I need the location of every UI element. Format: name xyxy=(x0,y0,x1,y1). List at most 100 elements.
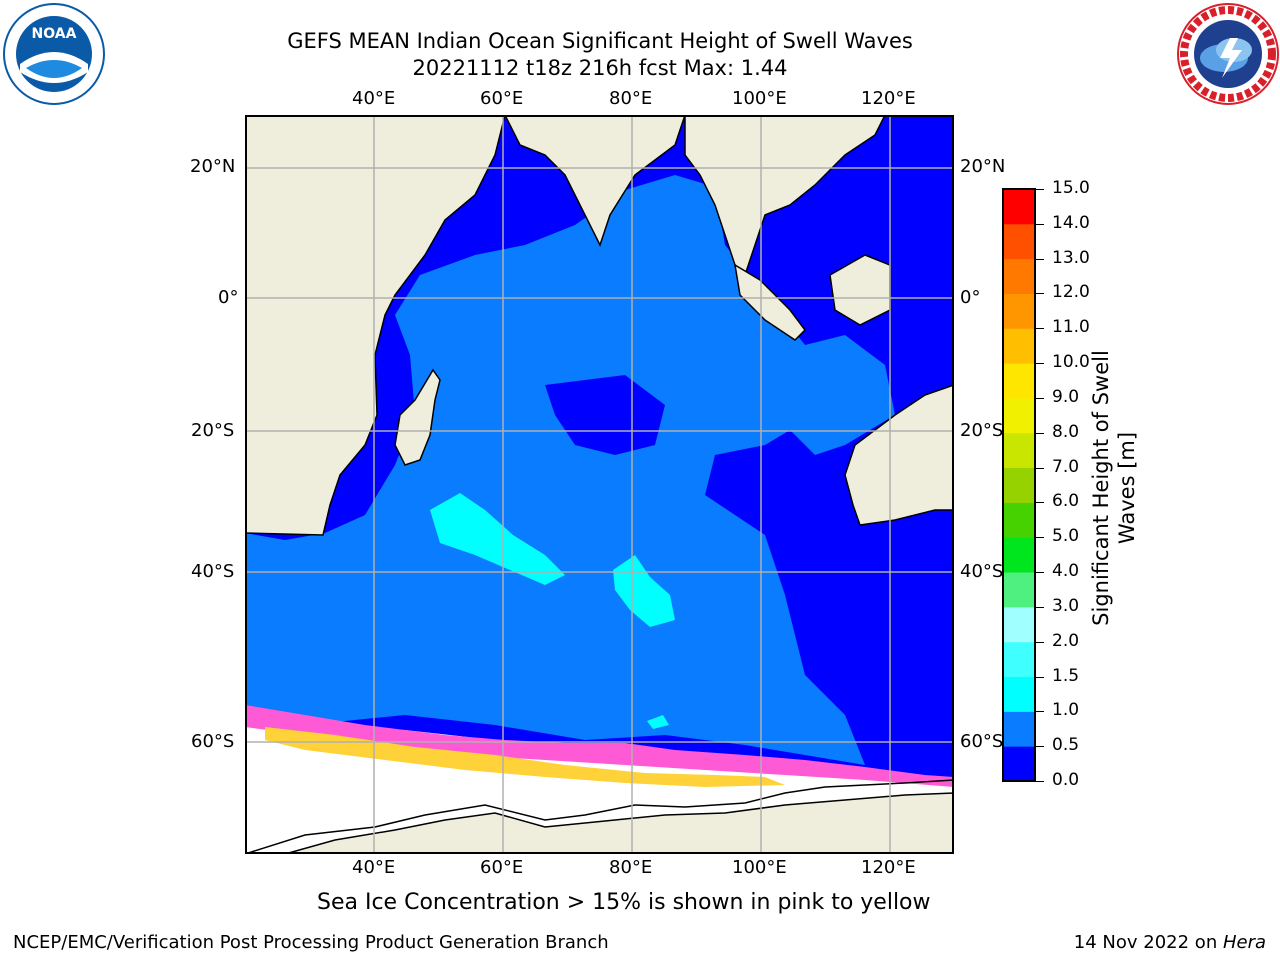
swell-region-1-0m-central xyxy=(613,555,675,627)
colorbar-tick-label: 1.0 xyxy=(1052,700,1080,721)
lat-tick-left-40s: 40°S xyxy=(191,561,235,582)
colorbar-tick-label: 8.0 xyxy=(1052,421,1080,442)
lat-tick-right-40s: 40°S xyxy=(960,561,1004,582)
footer-date-text: 14 Nov 2022 on xyxy=(1073,932,1223,953)
colorbar-segment xyxy=(1003,397,1035,434)
map-grid xyxy=(245,115,954,854)
noaa-logo: NOAA xyxy=(2,2,106,106)
sea-ice-yellow-edge xyxy=(265,727,785,787)
title-line-1: GEFS MEAN Indian Ocean Significant Heigh… xyxy=(287,29,913,53)
colorbar-segment xyxy=(1003,641,1035,678)
colorbar-segment xyxy=(1003,572,1035,608)
lat-tick-right-20s: 20°S xyxy=(960,420,1004,441)
colorbar-frame xyxy=(1002,188,1036,782)
colorbar-tick xyxy=(1036,676,1044,678)
noaa-logo-text: NOAA xyxy=(32,26,77,42)
antarctic-coastline xyxy=(245,779,954,854)
footer-date: 14 Nov 2022 on Hera xyxy=(1074,932,1266,953)
colorbar-tick xyxy=(1036,258,1044,260)
lon-tick-top-80e: 80°E xyxy=(609,88,653,109)
colorbar-tick xyxy=(1036,223,1044,225)
colorbar-segment xyxy=(1003,537,1035,573)
colorbar-tick-label: 12.0 xyxy=(1052,282,1090,303)
lat-tick-left-20n: 20°N xyxy=(190,156,236,177)
colorbar-tick xyxy=(1036,189,1044,190)
colorbar-tick-label: 4.0 xyxy=(1052,561,1080,582)
colorbar-tick-label: 9.0 xyxy=(1052,386,1080,407)
land-indochina xyxy=(684,115,886,277)
colorbar-title: Significant Height of Swell Waves [m] xyxy=(1088,338,1144,638)
land-australia xyxy=(844,384,954,526)
colorbar-tick-label: 13.0 xyxy=(1052,247,1090,268)
colorbar-segment xyxy=(1003,746,1035,782)
colorbar-tick-label: 7.0 xyxy=(1052,456,1080,477)
colorbar-segment xyxy=(1003,223,1035,260)
colorbar-segment xyxy=(1003,606,1035,643)
swell-region-1-0m-west xyxy=(430,493,565,585)
colorbar xyxy=(1002,188,1036,782)
lat-tick-right-0: 0° xyxy=(960,287,981,308)
colorbar-tick xyxy=(1036,606,1044,608)
land-africa-arabia xyxy=(245,115,506,536)
lon-tick-bottom-80e: 80°E xyxy=(609,857,653,878)
lat-tick-right-60s: 60°S xyxy=(960,731,1004,752)
footer-host: Hera xyxy=(1222,932,1266,953)
lon-tick-bottom-60e: 60°E xyxy=(480,857,524,878)
colorbar-tick-label: 3.0 xyxy=(1052,595,1080,616)
colorbar-segment xyxy=(1003,189,1035,225)
colorbar-tick xyxy=(1036,502,1044,504)
lon-tick-top-40e: 40°E xyxy=(352,88,396,109)
land-indian-subcontinent xyxy=(504,115,686,247)
lon-tick-bottom-120e: 120°E xyxy=(861,857,916,878)
colorbar-segment xyxy=(1003,258,1035,294)
lat-tick-left-20s: 20°S xyxy=(191,420,235,441)
colorbar-tick xyxy=(1036,397,1044,399)
colorbar-segment xyxy=(1003,432,1035,469)
colorbar-segment xyxy=(1003,363,1035,399)
lon-tick-bottom-100e: 100°E xyxy=(732,857,787,878)
colorbar-tick xyxy=(1036,537,1044,539)
colorbar-segment xyxy=(1003,711,1035,747)
nws-logo-icon xyxy=(1177,3,1279,105)
colorbar-segment xyxy=(1003,328,1035,364)
colorbar-tick-label: 14.0 xyxy=(1052,212,1090,233)
colorbar-tick-label: 1.5 xyxy=(1052,665,1080,686)
colorbar-tick xyxy=(1036,293,1044,295)
land-antarctica-bottom xyxy=(284,792,954,854)
colorbar-tick xyxy=(1036,781,1044,782)
colorbar-tick xyxy=(1036,328,1044,330)
colorbar-title-line-1: Significant Height of Swell xyxy=(1089,350,1113,626)
swell-height-map xyxy=(245,115,954,854)
colorbar-tick xyxy=(1036,363,1044,365)
colorbar-tick xyxy=(1036,432,1044,434)
swell-region-0-5m xyxy=(245,175,895,765)
lon-tick-top-60e: 60°E xyxy=(480,88,524,109)
land-madagascar xyxy=(394,368,441,466)
colorbar-tick xyxy=(1036,746,1044,748)
nws-logo xyxy=(1176,2,1280,106)
colorbar-tick-label: 15.0 xyxy=(1052,178,1090,198)
swell-region-1-0m-south xyxy=(647,715,669,729)
colorbar-segment xyxy=(1003,293,1035,329)
lat-tick-left-0: 0° xyxy=(218,287,239,308)
title-line-2: 20221112 t18z 216h fcst Max: 1.44 xyxy=(412,56,788,80)
colorbar-tick xyxy=(1036,467,1044,469)
colorbar-tick-label: 0.0 xyxy=(1052,770,1080,790)
map-frame xyxy=(245,115,954,854)
colorbar-tick-label: 6.0 xyxy=(1052,491,1080,512)
lon-tick-bottom-40e: 40°E xyxy=(352,857,396,878)
colorbar-tick-label: 11.0 xyxy=(1052,317,1090,338)
lat-tick-right-20n: 20°N xyxy=(960,156,1006,177)
colorbar-tick xyxy=(1036,711,1044,713)
colorbar-title-line-2: Waves [m] xyxy=(1115,431,1139,545)
footer-branch: NCEP/EMC/Verification Post Processing Pr… xyxy=(13,932,609,953)
colorbar-tick-label: 10.0 xyxy=(1052,352,1090,373)
noaa-logo-icon: NOAA xyxy=(3,3,105,105)
lon-tick-top-100e: 100°E xyxy=(732,88,787,109)
colorbar-tick xyxy=(1036,641,1044,643)
colorbar-segment xyxy=(1003,502,1035,538)
colorbar-tick-label: 5.0 xyxy=(1052,526,1080,547)
lon-tick-top-120e: 120°E xyxy=(861,88,916,109)
lat-tick-left-60s: 60°S xyxy=(191,731,235,752)
colorbar-tick-label: 2.0 xyxy=(1052,630,1080,651)
